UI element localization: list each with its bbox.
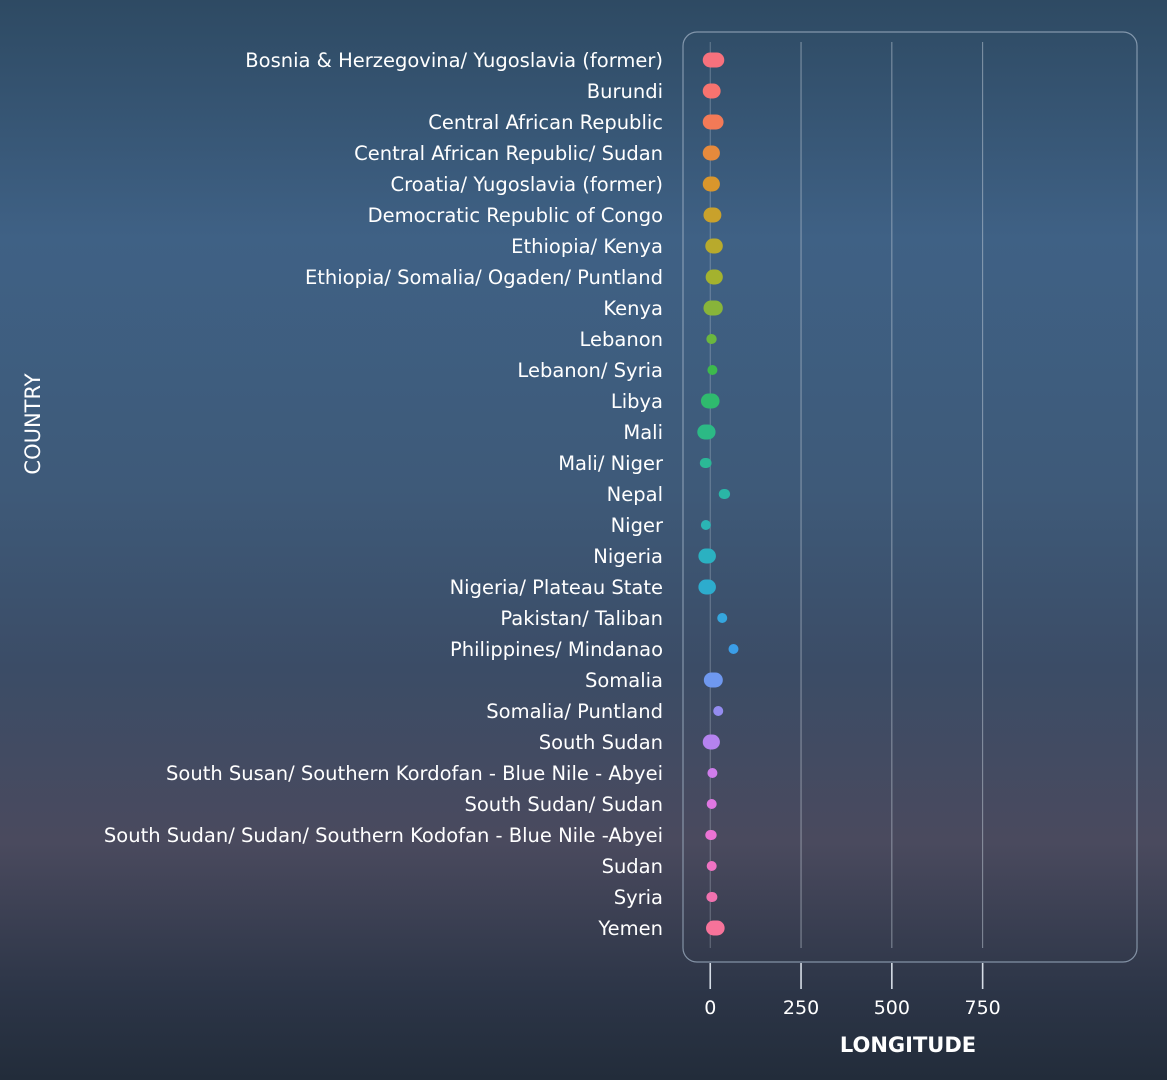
point-bosnia-and-herzegovina-yugoslavia-former[interactable]: [702, 52, 725, 68]
category-label-south-sudan: South Sudan: [539, 731, 663, 754]
category-label-nepal: Nepal: [607, 483, 663, 506]
category-label-burundi: Burundi: [587, 80, 663, 103]
category-label-pakistan-taliban: Pakistan/ Taliban: [500, 607, 663, 630]
point-south-sudan[interactable]: [702, 734, 720, 750]
category-label-south-susan-southern-kordofan-blue-nile-abyei: South Susan/ Southern Kordofan - Blue Ni…: [166, 762, 663, 785]
point-central-african-republic[interactable]: [702, 114, 724, 130]
point-ethiopia-somalia-ogaden-puntland[interactable]: [705, 269, 723, 285]
x-tick-label-750: 750: [965, 997, 1001, 1019]
category-label-libya: Libya: [611, 390, 663, 413]
point-philippines-mindanao[interactable]: [728, 644, 739, 654]
point-somalia-puntland[interactable]: [713, 706, 724, 716]
category-label-south-sudan-sudan: South Sudan/ Sudan: [465, 793, 664, 816]
category-label-niger: Niger: [611, 514, 664, 537]
point-south-susan-southern-kordofan-blue-nile-abyei[interactable]: [707, 768, 718, 778]
point-libya[interactable]: [700, 393, 720, 409]
grid-lines: [800, 42, 984, 948]
x-tick-label-0: 0: [704, 997, 716, 1019]
category-label-mali-niger: Mali/ Niger: [558, 452, 664, 475]
point-sudan[interactable]: [706, 861, 717, 871]
point-syria[interactable]: [706, 892, 718, 902]
category-label-bosnia-and-herzegovina-yugoslavia-former: Bosnia & Herzegovina/ Yugoslavia (former…: [245, 49, 663, 72]
category-label-central-african-republic-sudan: Central African Republic/ Sudan: [354, 142, 663, 165]
point-kenya[interactable]: [703, 300, 723, 316]
point-niger[interactable]: [700, 520, 711, 530]
category-label-syria: Syria: [614, 886, 663, 909]
point-lebanon-syria[interactable]: [707, 365, 718, 375]
point-burundi[interactable]: [702, 83, 721, 99]
point-south-sudan-sudan[interactable]: [706, 799, 717, 809]
category-label-philippines-mindanao: Philippines/ Mindanao: [450, 638, 663, 661]
x-tick-label-250: 250: [783, 997, 819, 1019]
point-nigeria-plateau-state[interactable]: [698, 579, 716, 595]
data-points: [697, 52, 739, 936]
point-central-african-republic-sudan[interactable]: [702, 145, 720, 161]
category-label-democratic-republic-of-congo: Democratic Republic of Congo: [368, 204, 663, 227]
x-tick-label-500: 500: [874, 997, 910, 1019]
x-axis-title: LONGITUDE: [840, 1033, 976, 1057]
point-nigeria[interactable]: [698, 548, 716, 564]
category-label-ethiopia-kenya: Ethiopia/ Kenya: [511, 235, 663, 258]
category-label-nigeria: Nigeria: [593, 545, 663, 568]
category-label-kenya: Kenya: [603, 297, 663, 320]
category-label-south-sudan-sudan-southern-kodofan-blue-nile-abyei: South Sudan/ Sudan/ Southern Kodofan - B…: [104, 824, 663, 847]
plot-area-frame: [682, 31, 1138, 963]
point-ethiopia-kenya[interactable]: [705, 238, 723, 254]
category-label-sudan: Sudan: [602, 855, 663, 878]
category-label-central-african-republic: Central African Republic: [428, 111, 663, 134]
y-axis-category-labels: Bosnia & Herzegovina/ Yugoslavia (former…: [104, 49, 664, 940]
point-south-sudan-sudan-southern-kodofan-blue-nile-abyei[interactable]: [705, 830, 717, 840]
point-nepal[interactable]: [718, 489, 731, 499]
x-axis-ticks: 0 250 500 750: [704, 963, 1001, 1019]
point-democratic-republic-of-congo[interactable]: [703, 207, 722, 223]
category-label-lebanon-syria: Lebanon/ Syria: [517, 359, 663, 382]
point-lebanon[interactable]: [706, 334, 717, 344]
point-mali-niger[interactable]: [699, 458, 712, 468]
category-label-mali: Mali: [623, 421, 663, 444]
point-croatia-yugoslavia-former[interactable]: [702, 176, 720, 192]
category-label-somalia: Somalia: [585, 669, 663, 692]
point-mali[interactable]: [697, 424, 716, 440]
point-somalia[interactable]: [703, 672, 723, 688]
category-label-croatia-yugoslavia-former: Croatia/ Yugoslavia (former): [390, 173, 663, 196]
point-pakistan-taliban[interactable]: [717, 613, 728, 623]
category-label-yemen: Yemen: [597, 917, 663, 940]
category-label-ethiopia-somalia-ogaden-puntland: Ethiopia/ Somalia/ Ogaden/ Puntland: [305, 266, 663, 289]
category-label-somalia-puntland: Somalia/ Puntland: [486, 700, 663, 723]
category-label-nigeria-plateau-state: Nigeria/ Plateau State: [450, 576, 663, 599]
y-axis-title: COUNTRY: [21, 373, 45, 474]
category-label-lebanon: Lebanon: [580, 328, 664, 351]
point-yemen[interactable]: [706, 920, 725, 936]
